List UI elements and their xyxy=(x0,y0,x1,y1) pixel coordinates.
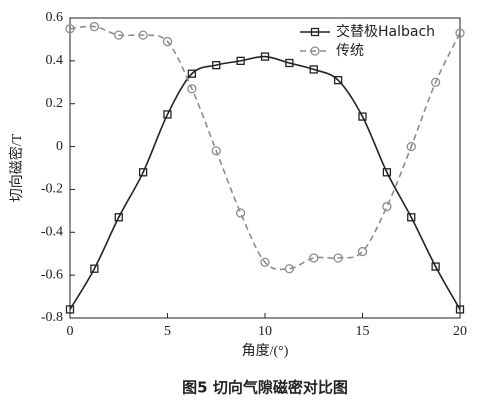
y-axis-label: 切向磁密/T xyxy=(8,133,25,202)
plot-frame xyxy=(69,17,461,319)
point xyxy=(431,262,440,271)
x-tick-label: 10 xyxy=(258,324,272,339)
x-tick-label: 5 xyxy=(164,324,171,339)
point xyxy=(309,253,319,263)
point xyxy=(235,208,246,218)
y-tick-label: 0.6 xyxy=(46,10,64,25)
point xyxy=(212,60,221,70)
series-line xyxy=(69,25,461,271)
point xyxy=(138,30,148,40)
y-tick-label: -0.4 xyxy=(41,225,63,240)
legend-marker xyxy=(310,27,320,37)
x-tick-label: 15 xyxy=(356,324,370,339)
point xyxy=(357,246,368,257)
legend-label: 交替极Halbach xyxy=(336,23,435,40)
point xyxy=(90,264,99,273)
point xyxy=(187,69,197,78)
point xyxy=(138,168,148,177)
point xyxy=(455,28,465,38)
point xyxy=(65,24,75,34)
point xyxy=(455,305,465,314)
y-tick-label: 0 xyxy=(56,139,63,154)
point xyxy=(382,168,392,177)
series-line xyxy=(69,55,461,310)
x-tick-label: 20 xyxy=(453,324,467,339)
y-tick-label: 0.4 xyxy=(46,53,64,68)
point xyxy=(260,257,270,267)
x-tick-label: 0 xyxy=(67,324,74,339)
point xyxy=(260,52,270,61)
caption: 图5 切向气隙磁密对比图 xyxy=(182,379,348,397)
point xyxy=(284,264,295,274)
point xyxy=(162,36,173,47)
y-tick-label: -0.6 xyxy=(41,267,63,282)
point xyxy=(114,30,124,40)
y-tick-label: -0.8 xyxy=(41,310,63,325)
point xyxy=(358,112,367,121)
point xyxy=(407,213,416,222)
point xyxy=(309,65,318,74)
point xyxy=(65,305,75,314)
point xyxy=(430,77,441,87)
point xyxy=(406,141,416,152)
point xyxy=(285,58,294,68)
point xyxy=(333,75,343,85)
point xyxy=(333,253,343,263)
point xyxy=(382,201,392,212)
y-tick-label: -0.2 xyxy=(41,182,63,197)
point xyxy=(211,146,221,156)
point xyxy=(187,84,197,94)
legend-label: 传统 xyxy=(336,43,364,59)
point xyxy=(114,213,123,222)
point xyxy=(89,21,100,32)
x-axis-label: 角度/(°) xyxy=(242,343,289,359)
point xyxy=(163,110,172,119)
y-tick-label: 0.2 xyxy=(46,96,64,111)
legend-marker xyxy=(310,46,320,56)
point xyxy=(236,56,245,66)
